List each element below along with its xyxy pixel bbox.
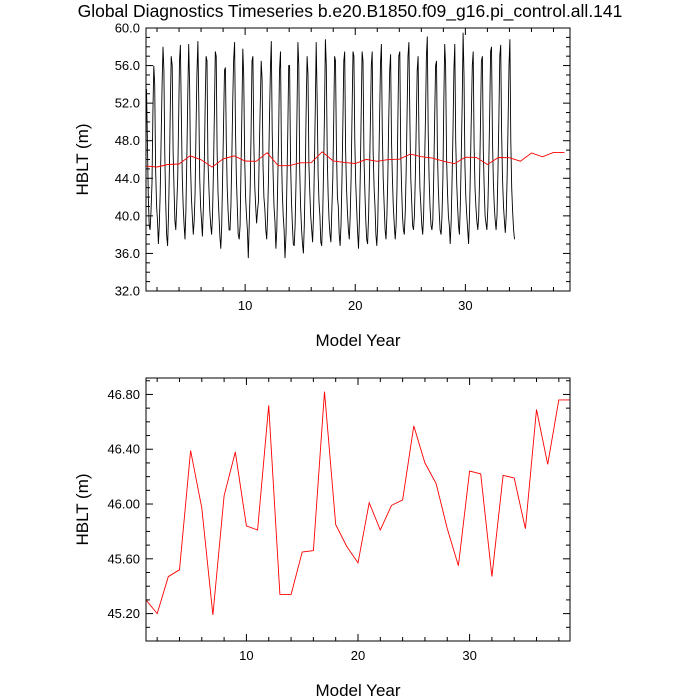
x-tick-label: 30 bbox=[458, 298, 472, 313]
y-tick-label: 45.20 bbox=[107, 606, 140, 621]
x-tick-label: 10 bbox=[239, 648, 253, 663]
x-axis-label: Model Year bbox=[315, 681, 400, 700]
y-axis-label: HBLT (m) bbox=[73, 123, 92, 195]
y-tick-label: 46.80 bbox=[107, 387, 140, 402]
y-tick-label: 36.0 bbox=[115, 246, 140, 261]
y-tick-label: 45.60 bbox=[107, 551, 140, 566]
y-tick-label: 44.0 bbox=[115, 171, 140, 186]
y-axis-label: HBLT (m) bbox=[73, 473, 92, 545]
y-tick-label: 56.0 bbox=[115, 58, 140, 73]
series-line-red bbox=[146, 391, 570, 616]
x-tick-label: 30 bbox=[462, 648, 476, 663]
series-line-red bbox=[146, 151, 565, 168]
plot-frame bbox=[145, 27, 571, 292]
y-tick-label: 40.0 bbox=[115, 208, 140, 223]
x-tick-label: 20 bbox=[348, 298, 362, 313]
series-line-black bbox=[146, 32, 515, 259]
y-tick-label: 52.0 bbox=[115, 96, 140, 111]
x-axis-label: Model Year bbox=[315, 331, 400, 350]
bottom-panel: 45.20 45.60 46.00 46.40 46.80 10 20 30 Model Yea… bbox=[73, 377, 571, 700]
y-tick-label: 32.0 bbox=[115, 284, 140, 299]
x-tick-label: 10 bbox=[238, 298, 252, 313]
x-tick-label: 20 bbox=[351, 648, 365, 663]
y-tick-label: 60.0 bbox=[115, 21, 140, 36]
y-tick-label: 46.40 bbox=[107, 442, 140, 457]
top-panel: 32.0 36.0 40.0 44.0 48.0 52.0 56.0 60.0 10 20 30 Mo… bbox=[73, 21, 571, 350]
plot-frame bbox=[145, 377, 571, 642]
y-tick-label: 46.00 bbox=[107, 497, 140, 512]
y-tick-label: 48.0 bbox=[115, 133, 140, 148]
page-title: Global Diagnostics Timeseries b.e20.B185… bbox=[77, 1, 623, 21]
